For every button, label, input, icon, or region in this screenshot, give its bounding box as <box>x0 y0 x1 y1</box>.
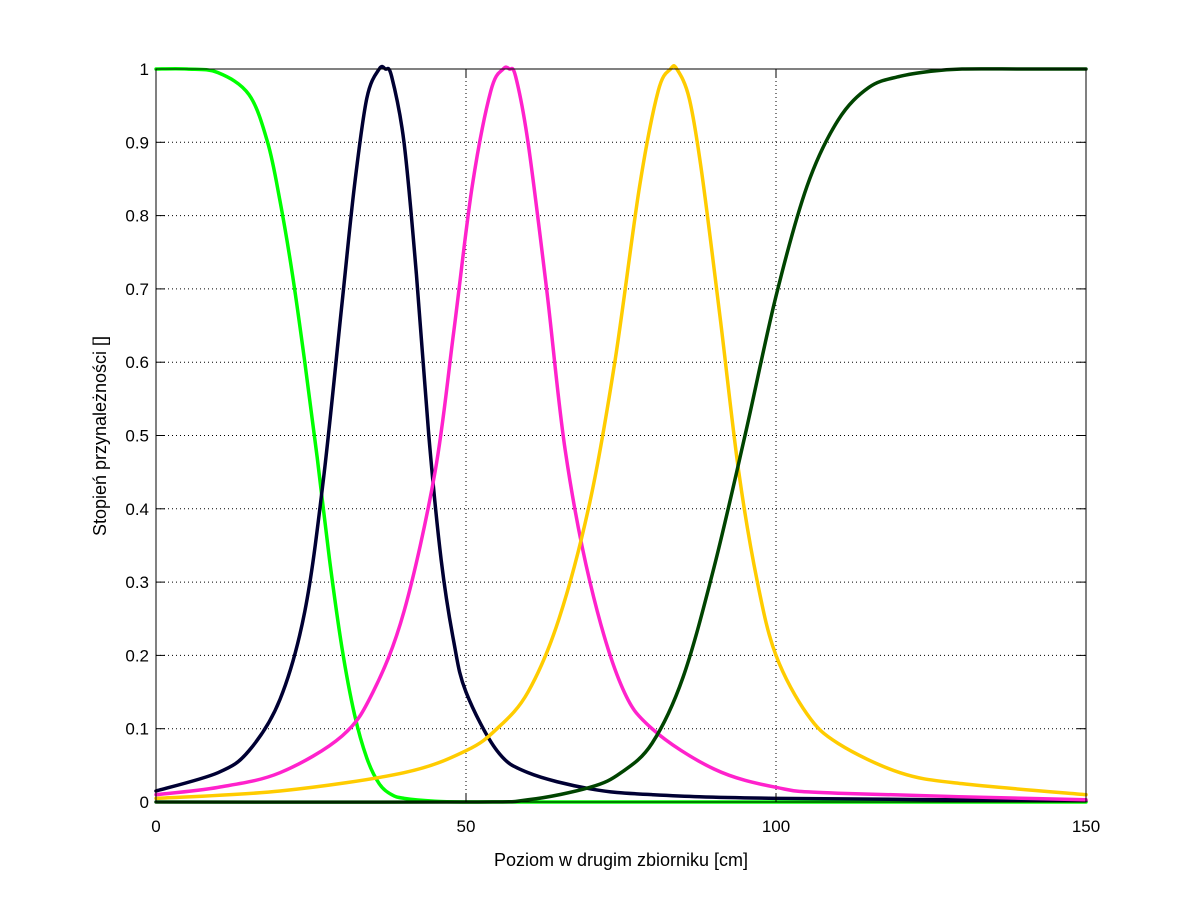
y-tick-label: 0.3 <box>125 573 149 592</box>
x-tick-label: 50 <box>457 817 476 836</box>
x-tick-label: 0 <box>151 817 160 836</box>
x-tick-label: 150 <box>1072 817 1100 836</box>
y-tick-label: 0.8 <box>125 207 149 226</box>
y-tick-label: 0.6 <box>125 353 149 372</box>
y-axis-label: Stopień przynależności [] <box>90 336 110 536</box>
series-line-4 <box>154 64 1088 801</box>
series-line-5 <box>154 67 1088 804</box>
y-tick-label: 0.2 <box>125 646 149 665</box>
y-tick-label: 0.5 <box>125 427 149 446</box>
y-tick-label: 0.4 <box>125 500 149 519</box>
y-tick-label: 0.1 <box>125 720 149 739</box>
y-tick-label: 0 <box>140 793 149 812</box>
x-tick-label: 100 <box>762 817 790 836</box>
x-axis-label: Poziom w drugim zbiorniku [cm] <box>494 850 748 870</box>
y-tick-label: 0.7 <box>125 280 149 299</box>
series-line-2 <box>154 64 1088 803</box>
y-tick-label: 1 <box>140 60 149 79</box>
y-tick-label: 0.9 <box>125 133 149 152</box>
axis-ticks: 0 50 100 150 0 0.1 0.2 0.3 0.4 0.5 0.6 0.7 0.8 0.9 1 <box>125 60 1100 836</box>
